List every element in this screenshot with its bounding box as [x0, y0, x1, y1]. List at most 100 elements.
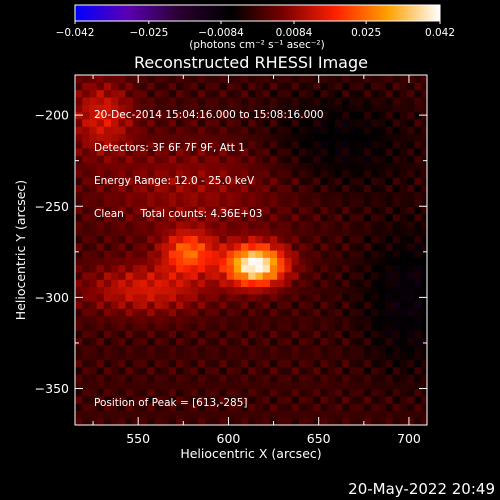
heatmap-cell	[284, 381, 293, 390]
heatmap-cell	[147, 257, 156, 266]
heatmap-cell	[103, 322, 112, 331]
heatmap-cell	[241, 147, 249, 156]
x-tick-label: 550	[126, 431, 150, 446]
heatmap-cell	[385, 301, 394, 309]
heatmap-cell	[132, 388, 141, 397]
heatmap-cell	[132, 177, 141, 185]
heatmap-cell	[197, 330, 206, 339]
heatmap-cell	[219, 344, 228, 353]
heatmap-cell	[320, 293, 329, 302]
heatmap-cell	[111, 366, 119, 375]
heatmap-cell	[197, 403, 206, 412]
heatmap-cell	[320, 147, 329, 156]
heatmap-cell	[399, 220, 408, 229]
heatmap-cell	[248, 126, 257, 134]
heatmap-cell	[248, 344, 257, 353]
heatmap-cell	[371, 322, 379, 331]
heatmap-cell	[363, 352, 372, 360]
heatmap-cell	[378, 388, 387, 397]
heatmap-cell	[255, 271, 264, 280]
heatmap-cell	[82, 140, 91, 149]
heatmap-cell	[139, 322, 148, 331]
heatmap-cell	[399, 301, 408, 309]
heatmap-cell	[103, 366, 112, 375]
heatmap-cell	[371, 257, 379, 266]
heatmap-cell	[334, 257, 343, 266]
heatmap-cell	[241, 140, 249, 149]
heatmap-cell	[132, 344, 141, 353]
heatmap-cell	[349, 162, 358, 171]
heatmap-cell	[298, 373, 307, 382]
heatmap-cell	[407, 308, 415, 317]
heatmap-cell	[132, 213, 141, 222]
heatmap-cell	[139, 191, 148, 200]
heatmap-cell	[262, 184, 271, 193]
heatmap-cell	[118, 220, 127, 229]
heatmap-cell	[118, 133, 127, 142]
heatmap-cell	[313, 177, 322, 185]
heatmap-cell	[320, 155, 329, 164]
heatmap-cell	[219, 169, 228, 178]
heatmap-cell	[291, 381, 300, 390]
heatmap-cell	[103, 250, 112, 258]
heatmap-cell	[349, 373, 358, 382]
heatmap-cell	[82, 96, 91, 105]
heatmap-cell	[349, 337, 358, 346]
heatmap-cell	[248, 118, 257, 127]
heatmap-cell	[269, 169, 278, 178]
heatmap-cell	[75, 235, 83, 244]
heatmap-cell	[371, 169, 379, 178]
heatmap-cell	[103, 257, 112, 266]
heatmap-cell	[269, 162, 278, 171]
heatmap-cell	[132, 206, 141, 215]
heatmap-cell	[118, 235, 127, 244]
heatmap-cell	[82, 213, 91, 222]
heatmap-cell	[291, 155, 300, 164]
heatmap-cell	[327, 395, 336, 404]
heatmap-cell	[320, 75, 329, 83]
heatmap-cell	[212, 403, 221, 412]
heatmap-cell	[277, 213, 285, 222]
heatmap-cell	[371, 191, 379, 200]
heatmap-cell	[147, 242, 156, 251]
heatmap-cell	[327, 155, 336, 164]
heatmap-cell	[342, 330, 350, 339]
heatmap-cell	[284, 315, 293, 324]
heatmap-cell	[176, 286, 184, 295]
heatmap-cell	[190, 417, 199, 425]
heatmap-cell	[255, 322, 264, 331]
heatmap-cell	[176, 344, 184, 353]
heatmap-cell	[327, 359, 336, 368]
heatmap-cell	[313, 308, 322, 317]
heatmap-cell	[241, 89, 249, 98]
heatmap-cell	[392, 417, 401, 425]
heatmap-cell	[89, 373, 98, 382]
heatmap-cell	[103, 213, 112, 222]
heatmap-cell	[183, 104, 192, 113]
heatmap-cell	[327, 242, 336, 251]
heatmap-cell	[111, 213, 119, 222]
heatmap-cell	[161, 373, 170, 382]
heatmap-cell	[327, 366, 336, 375]
heatmap-cell	[111, 147, 119, 156]
heatmap-cell	[298, 162, 307, 171]
heatmap-cell	[327, 250, 336, 258]
heatmap-cell	[407, 89, 415, 98]
heatmap-cell	[248, 315, 257, 324]
heatmap-cell	[212, 322, 221, 331]
heatmap-cell	[262, 403, 271, 412]
heatmap-cell	[89, 301, 98, 309]
heatmap-cell	[334, 366, 343, 375]
heatmap-cell	[306, 315, 314, 324]
heatmap-cell	[190, 337, 199, 346]
heatmap-cell	[139, 293, 148, 302]
heatmap-cell	[392, 293, 401, 302]
heatmap-cell	[226, 301, 235, 309]
heatmap-cell	[132, 359, 141, 368]
heatmap-cell	[111, 344, 119, 353]
heatmap-cell	[96, 242, 105, 251]
heatmap-cell	[161, 264, 170, 273]
heatmap-cell	[147, 235, 156, 244]
heatmap-cell	[349, 359, 358, 368]
heatmap-cell	[334, 271, 343, 280]
